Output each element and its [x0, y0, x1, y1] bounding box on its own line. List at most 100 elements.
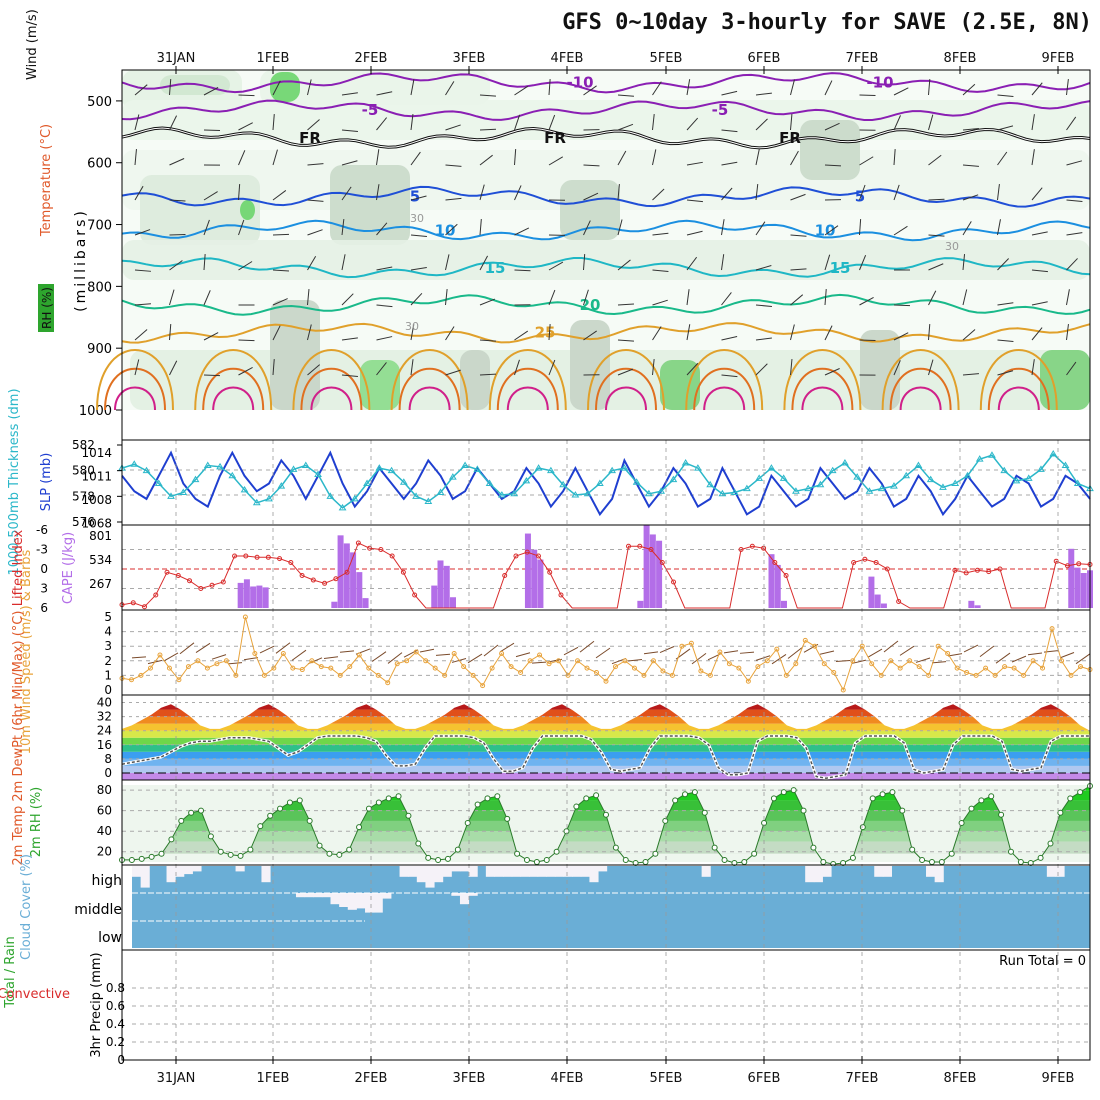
lifted-index-point	[322, 580, 328, 586]
thickness-point	[951, 479, 960, 486]
cape-bar	[343, 543, 350, 608]
slp-tick-label: 1014	[81, 446, 112, 460]
wind-barb	[1066, 232, 1083, 236]
wind-barb	[272, 359, 275, 376]
wind-speed-point	[983, 665, 989, 671]
rh-point	[484, 795, 491, 802]
wind-barb	[755, 337, 772, 341]
wind-barb	[203, 374, 221, 377]
rh-point	[247, 846, 254, 853]
wind-barb	[755, 363, 768, 376]
wind-barb	[583, 220, 591, 236]
thickness-point	[620, 464, 629, 471]
rh-point	[820, 859, 827, 865]
wind-speed-point	[594, 669, 600, 675]
rh-point	[504, 815, 511, 822]
wind-barb	[514, 330, 529, 341]
wind-barb	[272, 190, 287, 201]
thickness-point	[375, 464, 384, 471]
freezing-line-core	[121, 127, 1091, 149]
wind-barb	[179, 642, 195, 655]
rh-point	[543, 856, 550, 863]
wind-barb	[376, 149, 380, 166]
temperature-contour	[121, 257, 1091, 279]
thickness-point	[497, 491, 506, 498]
rh-point	[454, 846, 461, 853]
wind-barb	[445, 326, 455, 341]
wind-speed-point	[413, 649, 419, 655]
rh-point	[573, 803, 580, 810]
lifted-index-point	[378, 547, 384, 552]
millibars-axis-label: (millibars)	[73, 208, 89, 312]
rh-point	[257, 823, 264, 830]
wind-barb	[134, 329, 148, 341]
wind-barb	[238, 94, 255, 97]
wind-barb	[652, 299, 668, 306]
wind-barb	[803, 643, 819, 653]
thickness-point	[595, 479, 604, 486]
thickness-point	[485, 479, 494, 486]
wind-barb	[376, 266, 393, 271]
thickness-point	[130, 460, 139, 467]
wind-barb	[997, 184, 1000, 201]
thickness-point	[975, 455, 984, 462]
wind-barb	[376, 184, 380, 201]
rh-point	[1037, 854, 1044, 861]
rh-point	[1057, 809, 1064, 816]
thickness-point	[779, 474, 788, 481]
rh-point	[286, 799, 293, 806]
wind-speed-point	[442, 672, 448, 678]
wind-barb	[691, 652, 707, 665]
upper-air-plot: 500 600 700 800 900 1000 -10 -10 -5 -5 FR FR FR 5 5 10 1…	[79, 70, 1091, 419]
contour-label: -10	[866, 73, 893, 91]
rh-point	[682, 791, 689, 798]
slp-label-group: SLP (mb)	[39, 453, 54, 512]
temp-band	[122, 765, 1090, 773]
wind-speed-point	[717, 649, 723, 655]
rh-point	[632, 860, 639, 867]
wind-speed-point	[290, 665, 296, 671]
lifted-index-point	[513, 553, 519, 559]
high-cloud-gap	[442, 866, 452, 877]
rh-point	[138, 855, 145, 862]
temp-band	[122, 704, 1090, 710]
wind-barb	[893, 149, 896, 166]
rh-point	[296, 797, 303, 804]
rh-point	[523, 856, 530, 863]
wind-speed-point	[745, 678, 751, 684]
wind-barb	[410, 234, 427, 238]
wind-barb	[686, 362, 699, 376]
rh-point	[859, 824, 866, 831]
wind-speed-point	[907, 658, 913, 664]
rh-point	[830, 861, 837, 868]
wind-speed-point	[271, 665, 277, 671]
wind-speed-point	[992, 672, 998, 678]
bottom-date-axis: 31JAN 1FEB 2FEB 3FEB 4FEB 5FEB 6FEB 7FEB 8FEB 9FE…	[157, 1071, 1075, 1086]
wind-barb	[583, 192, 599, 201]
middle-cloud-gap	[468, 893, 478, 896]
wind-speed-point	[688, 640, 694, 646]
thickness-point	[546, 466, 555, 474]
wind-speed-point	[138, 672, 144, 678]
wind-barb	[169, 233, 186, 236]
thickness-point	[179, 488, 188, 495]
cape-bar	[780, 600, 787, 608]
wind-barb	[238, 122, 253, 131]
rh-point	[375, 799, 382, 806]
thickness-point	[522, 476, 531, 484]
rh-shade	[1040, 350, 1090, 410]
wind-barb	[652, 269, 669, 272]
wind-barb	[893, 360, 901, 376]
rh-point	[968, 805, 975, 812]
wind-barb	[410, 267, 427, 271]
wind-speed-point	[537, 652, 543, 658]
wind-barb	[547, 658, 563, 663]
thickness-point	[350, 494, 359, 502]
wind-barb	[755, 655, 771, 661]
thickness-point	[792, 487, 800, 494]
wind-barb	[134, 185, 144, 201]
wind-speed-point	[935, 643, 941, 649]
cape-bar	[1080, 573, 1087, 608]
wind-barb	[238, 184, 241, 201]
wind-barb	[931, 661, 947, 664]
